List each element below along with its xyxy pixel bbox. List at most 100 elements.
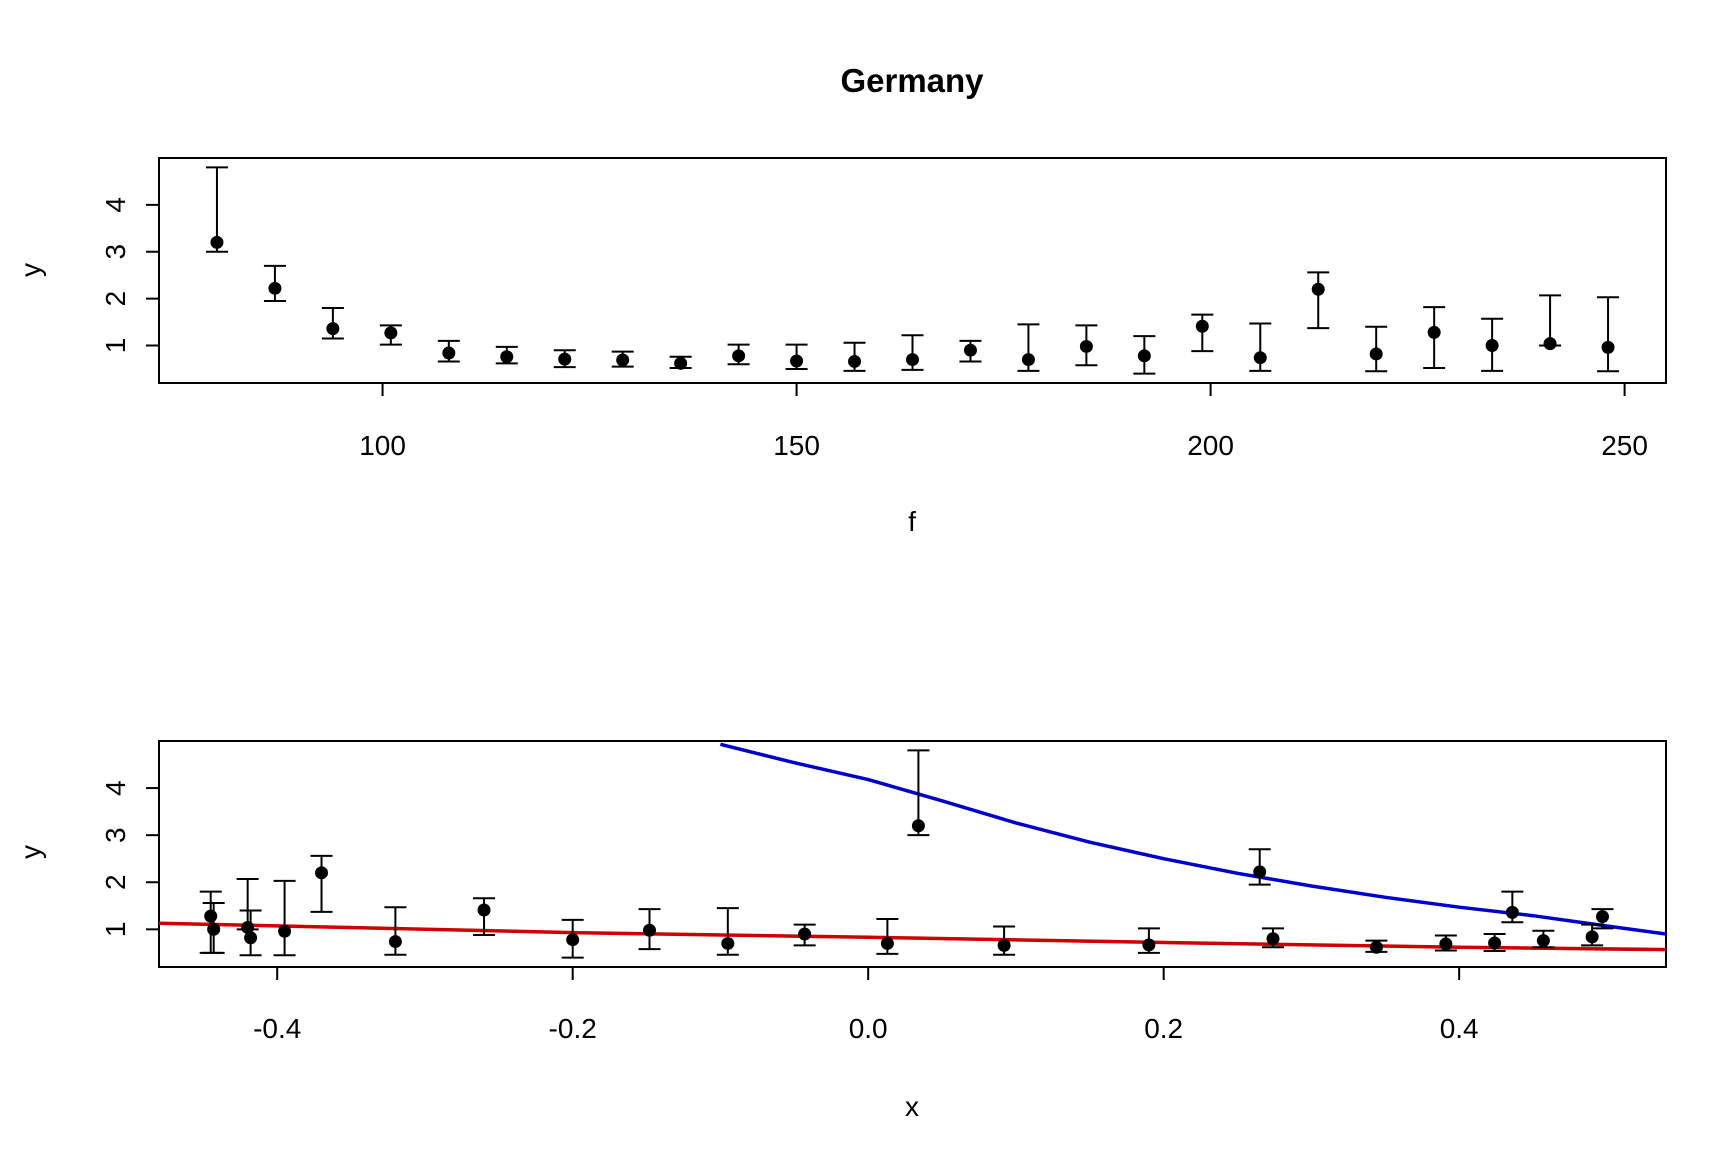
data-point-group xyxy=(473,897,496,936)
data-point xyxy=(1311,282,1325,296)
x-tick-label: 150 xyxy=(773,430,820,461)
data-point-group xyxy=(1365,939,1388,954)
top-panel: 100 150 200 250 1 2 3 4 f y xyxy=(15,157,1667,537)
bottom-fit-curves xyxy=(159,742,1666,952)
y-tick-label: 4 xyxy=(100,780,131,796)
bottom-data-points xyxy=(199,749,1614,959)
data-point xyxy=(1585,930,1599,944)
y-tick-label: 1 xyxy=(100,338,131,354)
data-point-group xyxy=(1365,325,1388,373)
x-tick-label: 0.2 xyxy=(1144,1013,1183,1044)
data-point xyxy=(790,354,804,368)
data-point xyxy=(911,819,925,833)
top-x-axis-label: f xyxy=(908,506,916,537)
data-point-group xyxy=(1261,927,1284,949)
data-point-group xyxy=(561,918,584,959)
data-point-group xyxy=(1423,306,1446,369)
bottom-y-axis-label: y xyxy=(15,845,46,859)
x-tick-label: 0.4 xyxy=(1440,1013,1479,1044)
y-tick-label: 3 xyxy=(100,827,131,843)
data-point-group xyxy=(1532,929,1555,949)
data-point-group xyxy=(321,307,344,340)
data-point xyxy=(1195,319,1209,333)
bottom-panel: -0.4 -0.2 0.0 0.2 0.4 1 2 3 4 x y xyxy=(15,740,1667,1122)
data-point-group xyxy=(793,923,816,947)
data-point-group xyxy=(901,334,924,371)
data-point xyxy=(1079,339,1093,353)
data-point xyxy=(204,909,218,923)
data-point xyxy=(1488,936,1502,950)
x-tick-label: 100 xyxy=(359,430,406,461)
figure-title: Germany xyxy=(840,62,984,99)
data-point xyxy=(1369,940,1383,954)
data-point-group xyxy=(384,906,407,956)
y-tick-label: 2 xyxy=(100,874,131,890)
top-x-axis: 100 150 200 250 xyxy=(359,382,1648,461)
data-point-group xyxy=(843,341,866,372)
bottom-x-axis: -0.4 -0.2 0.0 0.2 0.4 xyxy=(253,966,1479,1044)
data-point xyxy=(1253,351,1267,365)
data-point-group xyxy=(379,324,402,346)
data-point-group xyxy=(1483,933,1506,952)
top-y-axis-label: y xyxy=(15,263,46,277)
data-point-group xyxy=(785,343,808,370)
data-point xyxy=(1536,934,1550,948)
data-point xyxy=(315,866,329,880)
data-point-group xyxy=(1481,317,1504,372)
data-point-group xyxy=(993,925,1016,956)
data-point-group xyxy=(1133,335,1156,375)
data-point xyxy=(388,935,402,949)
data-point-group xyxy=(1248,848,1271,886)
data-point xyxy=(1266,932,1280,946)
data-point-group xyxy=(1597,296,1620,373)
data-point-group xyxy=(959,339,982,363)
data-point xyxy=(674,356,688,370)
data-point-group xyxy=(1017,323,1040,372)
data-point xyxy=(1253,865,1267,879)
data-point-group xyxy=(1591,908,1614,930)
data-point xyxy=(1369,347,1383,361)
data-point xyxy=(997,938,1011,952)
data-point-group xyxy=(202,901,225,954)
data-point-group xyxy=(716,907,739,956)
data-point xyxy=(906,353,919,367)
x-tick-label: -0.4 xyxy=(253,1013,301,1044)
data-point xyxy=(1021,353,1035,367)
data-point-group xyxy=(638,908,661,951)
data-point xyxy=(207,922,221,936)
data-point xyxy=(848,354,862,368)
data-point xyxy=(643,923,657,937)
data-point xyxy=(798,927,812,941)
y-tick-label: 3 xyxy=(100,244,131,260)
data-point-group xyxy=(199,890,222,954)
data-point-group xyxy=(876,917,899,955)
data-point xyxy=(268,281,282,295)
data-point-group xyxy=(1539,294,1562,351)
top-data-points xyxy=(205,166,1620,375)
data-point-group xyxy=(611,350,634,368)
data-point-group xyxy=(1137,927,1160,954)
data-point xyxy=(558,352,572,366)
x-tick-label: 0.0 xyxy=(849,1013,888,1044)
data-point xyxy=(1485,339,1499,352)
data-point-group xyxy=(1501,890,1524,924)
data-point xyxy=(384,326,398,340)
data-point-group xyxy=(907,749,930,837)
data-point xyxy=(1439,937,1453,951)
data-point xyxy=(1543,337,1557,351)
x-tick-label: -0.2 xyxy=(549,1013,597,1044)
bottom-plot-frame xyxy=(158,740,1667,968)
data-point xyxy=(963,343,977,357)
data-point-group xyxy=(239,909,262,957)
data-point xyxy=(566,933,580,947)
data-point-group xyxy=(437,339,460,363)
bottom-y-axis: 1 2 3 4 xyxy=(100,780,160,937)
fit-curve-1 xyxy=(719,742,1666,936)
data-point xyxy=(732,349,746,363)
data-point xyxy=(1427,325,1441,339)
data-point xyxy=(278,924,292,938)
data-point xyxy=(1142,938,1156,952)
data-point xyxy=(1137,349,1151,363)
data-point-group xyxy=(1307,271,1330,330)
